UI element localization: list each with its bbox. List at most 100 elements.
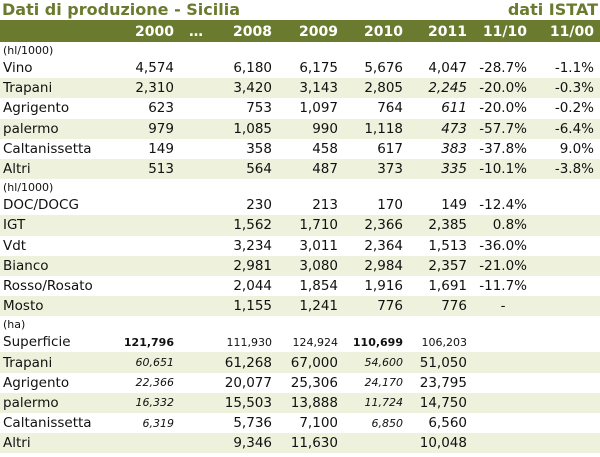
header-cell: 2008 [212, 22, 278, 42]
row-label: Superficie [3, 334, 71, 351]
value-cell: 3,011 [299, 237, 338, 254]
value-cell: 990 [278, 118, 344, 139]
value-cell: -20.0% [479, 100, 527, 117]
value-cell: -10.1% [473, 158, 533, 180]
value-cell [473, 413, 533, 433]
value-cell: -21.0% [473, 255, 533, 276]
unit-row: (hl/1000) [0, 42, 600, 58]
row-label: Vdt [3, 237, 27, 254]
value-cell: -12.4% [479, 197, 527, 214]
value-cell: 513 [105, 158, 180, 180]
value-cell: -0.3% [533, 78, 600, 99]
table-row: Vdt 3,234 3,011 2,364 1,513 -36.0% [0, 236, 600, 256]
value-cell: 6,180 [233, 60, 272, 77]
table-row: palermo 979 1,085 990 1,118 473 -57.7% -6.4% [0, 118, 600, 139]
value-cell: 1,085 [212, 118, 278, 139]
row-label: palermo [0, 392, 105, 413]
value-cell: 383 [441, 140, 467, 157]
row-label: Trapani [0, 352, 105, 373]
value-cell: 1,155 [212, 296, 278, 317]
value-cell: 23,795 [419, 374, 467, 391]
value-cell [473, 433, 533, 454]
value-cell: 623 [148, 100, 174, 117]
value-cell: 1,691 [428, 277, 467, 294]
value-cell: 6,560 [428, 415, 467, 432]
value-cell: 2,245 [409, 78, 473, 99]
value-cell [180, 78, 212, 99]
value-cell: 3,080 [278, 255, 344, 276]
value-cell [180, 195, 212, 215]
value-cell [533, 236, 600, 256]
table-row: Rosso/Rosato 2,044 1,854 1,916 1,691 -11.7% [0, 276, 600, 296]
value-cell [533, 296, 600, 317]
table-row: Mosto 1,155 1,241 776 776- [0, 296, 600, 317]
header-cell: 2010 [344, 22, 409, 42]
value-cell [533, 433, 600, 454]
value-cell: 111,930 [226, 335, 273, 349]
value-cell: -28.7% [479, 60, 527, 77]
table-row: Caltanissetta 149 358 458 617 383 -37.8% 9.0% [0, 139, 600, 159]
header-cell [0, 22, 105, 42]
value-cell: 2,981 [212, 255, 278, 276]
header-cell: 2009 [278, 22, 344, 42]
value-cell [533, 332, 600, 352]
value-cell [180, 413, 212, 433]
value-cell: -0.2% [554, 100, 594, 117]
value-cell [180, 255, 212, 276]
value-cell [533, 392, 600, 413]
table-row: Trapani 2,310 3,420 3,143 2,805 2,245 -20.0% -0… [0, 78, 600, 99]
table-row: Superficie 121,796 111,930 124,924 110,699 10… [0, 332, 600, 352]
value-cell: 9,346 [212, 433, 278, 454]
header-cell: 11/00 [533, 22, 600, 42]
value-cell: 67,000 [278, 352, 344, 373]
value-cell: 60,651 [105, 352, 180, 373]
value-cell [105, 433, 180, 454]
value-cell [473, 332, 533, 352]
value-cell: 487 [278, 158, 344, 180]
value-cell: -6.4% [533, 118, 600, 139]
header-cell: … [180, 22, 212, 42]
value-cell [473, 373, 533, 393]
value-cell: 2,364 [364, 237, 403, 254]
value-cell: 20,077 [224, 374, 272, 391]
value-cell: 979 [105, 118, 180, 139]
value-cell: 11,724 [344, 392, 409, 413]
value-cell: 1,241 [278, 296, 344, 317]
value-cell [533, 255, 600, 276]
value-cell: -37.8% [479, 140, 527, 157]
header-cell: 2011 [409, 22, 473, 42]
value-cell: 1,513 [428, 237, 467, 254]
value-cell: 5,676 [364, 60, 403, 77]
table-row: DOC/DOCG 230 213 170 149 -12.4% [0, 195, 600, 215]
row-label: Caltanissetta [3, 415, 92, 432]
value-cell [533, 413, 600, 433]
value-cell: 611 [441, 100, 467, 117]
row-label: Vino [3, 60, 33, 77]
table-row: Caltanissetta 6,319 5,736 7,100 6,850 6,560 [0, 413, 600, 433]
table-row: Vino 4,574 6,180 6,175 5,676 4,047 -28.7% -1.1% [0, 58, 600, 78]
source-label: dati ISTAT [507, 0, 598, 19]
value-cell [105, 276, 180, 296]
header-cell: 2000 [105, 22, 180, 42]
value-cell: 7,100 [299, 415, 338, 432]
value-cell: 13,888 [278, 392, 344, 413]
table-row: palermo 16,332 15,503 13,888 11,724 14,750 [0, 392, 600, 413]
table-row: IGT 1,562 1,710 2,366 2,385 0.8% [0, 215, 600, 236]
value-cell: 1,118 [344, 118, 409, 139]
unit-row: (hl/1000) [0, 179, 600, 196]
value-cell [105, 195, 180, 215]
row-label: IGT [0, 215, 105, 236]
value-cell: 11,630 [278, 433, 344, 454]
value-cell: 24,170 [364, 376, 404, 390]
value-cell: 617 [377, 140, 403, 157]
value-cell [180, 276, 212, 296]
value-cell: 373 [344, 158, 409, 180]
value-cell: 6,319 [142, 416, 175, 430]
table-row: Bianco 2,981 3,080 2,984 2,357 -21.0% [0, 255, 600, 276]
value-cell [533, 276, 600, 296]
value-cell: 170 [377, 197, 403, 214]
value-cell: 753 [246, 100, 272, 117]
value-cell: 2,044 [233, 277, 272, 294]
value-cell [180, 98, 212, 118]
value-cell [344, 433, 409, 454]
